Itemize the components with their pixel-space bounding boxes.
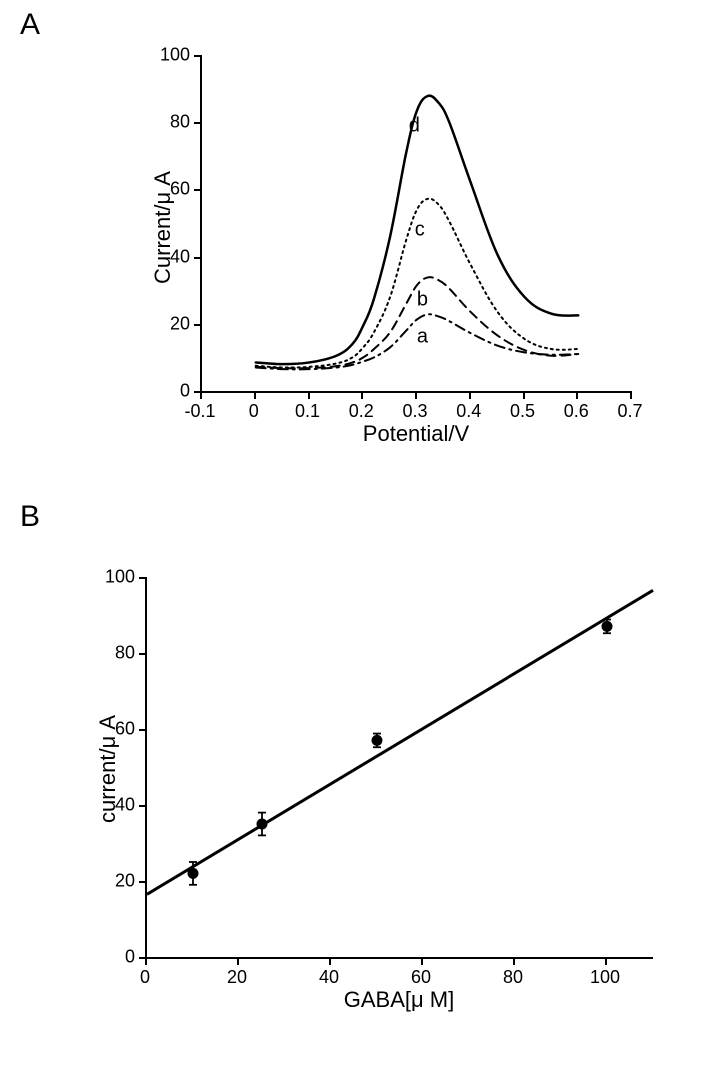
panel-b-xtick-label: 60 [411, 967, 431, 988]
panel-b-xtick [605, 959, 607, 965]
panel-b-ytick [139, 577, 145, 579]
panel-a-ytick [194, 391, 200, 393]
panel-b-ytick [139, 653, 145, 655]
panel-a-xtick-label: 0.7 [617, 401, 642, 422]
panel-a-xtick [523, 393, 525, 399]
panel-b-data-point [372, 735, 383, 746]
panel-b-svg [147, 577, 653, 957]
panel-a-xtick [576, 393, 578, 399]
panel-b-xtick-label: 20 [227, 967, 247, 988]
panel-b-ytick [139, 957, 145, 959]
panel-b-data-point [602, 621, 613, 632]
panel-a-ytick [194, 189, 200, 191]
panel-a-series-label-c: c [415, 218, 425, 241]
panel-b-ytick-label: 100 [105, 567, 135, 588]
panel-a-xtick-label: 0.5 [510, 401, 535, 422]
panel-a-ytick-label: 80 [170, 112, 190, 133]
panel-a-ytick [194, 324, 200, 326]
panel-b-xlabel: GABA[μ M] [344, 987, 454, 1013]
panel-a-xtick-label: 0.3 [402, 401, 427, 422]
panel-b-label: B [20, 500, 40, 534]
panel-b-xtick-label: 80 [503, 967, 523, 988]
panel-a-ytick [194, 122, 200, 124]
panel-a-series-label-d: d [409, 114, 420, 137]
panel-b-xtick-label: 40 [319, 967, 339, 988]
panel-a-xtick-label: 0.4 [456, 401, 481, 422]
panel-b-xtick-label: 0 [140, 967, 150, 988]
panel-b-data-point [188, 868, 199, 879]
panel-a-ytick-label: 20 [170, 313, 190, 334]
panel-b-xtick [329, 959, 331, 965]
panel-b-xtick [237, 959, 239, 965]
panel-a-label: A [20, 8, 40, 42]
panel-a-ytick-label: 0 [180, 381, 190, 402]
figure: Aabcd-0.100.10.20.30.40.50.60.7020406080… [0, 0, 712, 1068]
panel-b-ytick [139, 729, 145, 731]
panel-a-xtick [308, 393, 310, 399]
panel-a-plot-area: ab c d [200, 55, 632, 393]
panel-a-xtick-label: -0.1 [184, 401, 215, 422]
panel-a-xlabel: Potential/V [363, 421, 469, 447]
panel-a-xtick [469, 393, 471, 399]
panel-b-fit-line [147, 590, 653, 894]
panel-b-xtick [421, 959, 423, 965]
panel-a-xtick-label: 0 [249, 401, 259, 422]
panel-b-ytick-label: 0 [125, 947, 135, 968]
panel-b-ytick [139, 881, 145, 883]
panel-a-ylabel: Current/μ A [150, 171, 176, 284]
panel-b-plot-area [145, 577, 653, 959]
panel-b-chart: 020406080100020406080100GABA[μ M]current… [75, 565, 665, 1020]
panel-b-ytick [139, 805, 145, 807]
panel-a-ytick [194, 55, 200, 57]
panel-a-xtick [361, 393, 363, 399]
panel-b-xtick-label: 100 [590, 967, 620, 988]
panel-a-chart: abcd-0.100.10.20.30.40.50.60.70204060801… [135, 45, 643, 447]
panel-a-xtick [254, 393, 256, 399]
panel-b-data-point [257, 819, 268, 830]
panel-b-ylabel: current/μ A [95, 715, 121, 823]
panel-b-ytick-label: 20 [115, 871, 135, 892]
panel-b-xtick [145, 959, 147, 965]
panel-a-ytick [194, 257, 200, 259]
panel-a-series-label-b: b [417, 289, 428, 312]
panel-b-ytick-label: 80 [115, 643, 135, 664]
panel-b-xtick [513, 959, 515, 965]
panel-a-xtick [630, 393, 632, 399]
panel-a-xtick-label: 0.6 [564, 401, 589, 422]
panel-a-ytick-label: 100 [160, 45, 190, 66]
panel-a-xtick [200, 393, 202, 399]
panel-a-series-label-a: a [417, 326, 428, 349]
panel-a-xtick-label: 0.2 [349, 401, 374, 422]
panel-a-xtick-label: 0.1 [295, 401, 320, 422]
panel-a-xtick [415, 393, 417, 399]
